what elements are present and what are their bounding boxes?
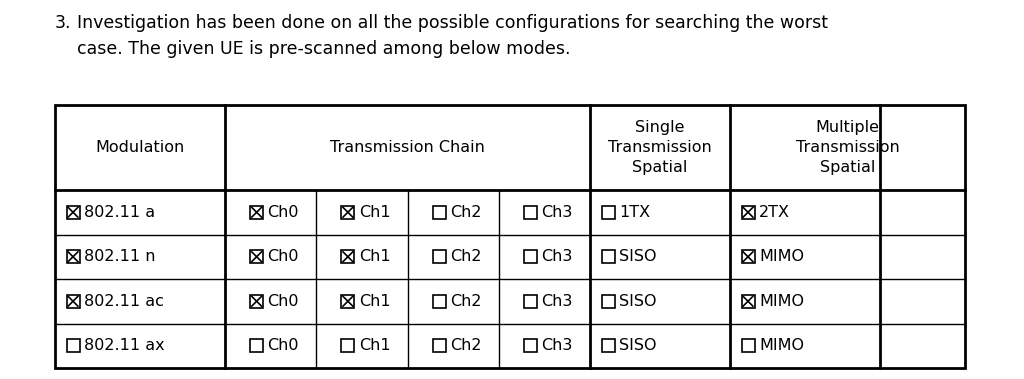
Bar bbox=[250, 250, 263, 263]
Text: SISO: SISO bbox=[618, 249, 656, 264]
Text: Ch0: Ch0 bbox=[267, 294, 299, 309]
Text: Ch1: Ch1 bbox=[358, 338, 390, 353]
Text: Ch1: Ch1 bbox=[358, 205, 390, 220]
Bar bbox=[601, 206, 614, 219]
Text: 802.11 ac: 802.11 ac bbox=[84, 294, 164, 309]
Text: Ch3: Ch3 bbox=[542, 294, 572, 309]
Text: Ch0: Ch0 bbox=[267, 249, 299, 264]
Bar bbox=[67, 250, 80, 263]
Bar bbox=[341, 250, 354, 263]
Bar bbox=[55, 105, 965, 368]
Bar bbox=[601, 339, 614, 352]
Text: Ch2: Ch2 bbox=[451, 294, 481, 309]
Text: Ch2: Ch2 bbox=[451, 205, 481, 220]
Bar bbox=[250, 339, 263, 352]
Bar bbox=[432, 206, 445, 219]
Text: 3.: 3. bbox=[55, 14, 72, 32]
Bar bbox=[601, 295, 614, 308]
Text: Single
Transmission
Spatial: Single Transmission Spatial bbox=[608, 120, 712, 175]
Bar bbox=[250, 206, 263, 219]
Text: Ch3: Ch3 bbox=[542, 249, 572, 264]
Text: 802.11 n: 802.11 n bbox=[84, 249, 156, 264]
Bar bbox=[741, 206, 755, 219]
Bar bbox=[741, 250, 755, 263]
Text: Investigation has been done on all the possible configurations for searching the: Investigation has been done on all the p… bbox=[77, 14, 828, 58]
Bar bbox=[432, 339, 445, 352]
Text: 1TX: 1TX bbox=[618, 205, 650, 220]
Text: Modulation: Modulation bbox=[95, 140, 184, 155]
Bar bbox=[524, 250, 537, 263]
Text: MIMO: MIMO bbox=[759, 338, 804, 353]
Bar bbox=[250, 295, 263, 308]
Bar bbox=[432, 295, 445, 308]
Bar bbox=[741, 295, 755, 308]
Text: 802.11 a: 802.11 a bbox=[84, 205, 155, 220]
Text: Ch0: Ch0 bbox=[267, 338, 299, 353]
Bar bbox=[741, 339, 755, 352]
Text: Transmission Chain: Transmission Chain bbox=[330, 140, 485, 155]
Bar bbox=[67, 295, 80, 308]
Bar bbox=[601, 250, 614, 263]
Text: Ch2: Ch2 bbox=[451, 249, 481, 264]
Text: Ch1: Ch1 bbox=[358, 249, 390, 264]
Text: Ch1: Ch1 bbox=[358, 294, 390, 309]
Text: SISO: SISO bbox=[618, 294, 656, 309]
Bar bbox=[524, 206, 537, 219]
Text: Multiple
Transmission
Spatial: Multiple Transmission Spatial bbox=[796, 120, 899, 175]
Text: MIMO: MIMO bbox=[759, 294, 804, 309]
Text: 2TX: 2TX bbox=[759, 205, 790, 220]
Bar bbox=[432, 250, 445, 263]
Text: 802.11 ax: 802.11 ax bbox=[84, 338, 165, 353]
Text: Ch3: Ch3 bbox=[542, 338, 572, 353]
Text: Ch3: Ch3 bbox=[542, 205, 572, 220]
Bar bbox=[341, 206, 354, 219]
Bar bbox=[67, 206, 80, 219]
Bar bbox=[341, 339, 354, 352]
Text: Ch2: Ch2 bbox=[451, 338, 481, 353]
Bar bbox=[524, 295, 537, 308]
Text: Ch0: Ch0 bbox=[267, 205, 299, 220]
Text: SISO: SISO bbox=[618, 338, 656, 353]
Text: MIMO: MIMO bbox=[759, 249, 804, 264]
Bar bbox=[341, 295, 354, 308]
Bar bbox=[524, 339, 537, 352]
Bar bbox=[67, 339, 80, 352]
